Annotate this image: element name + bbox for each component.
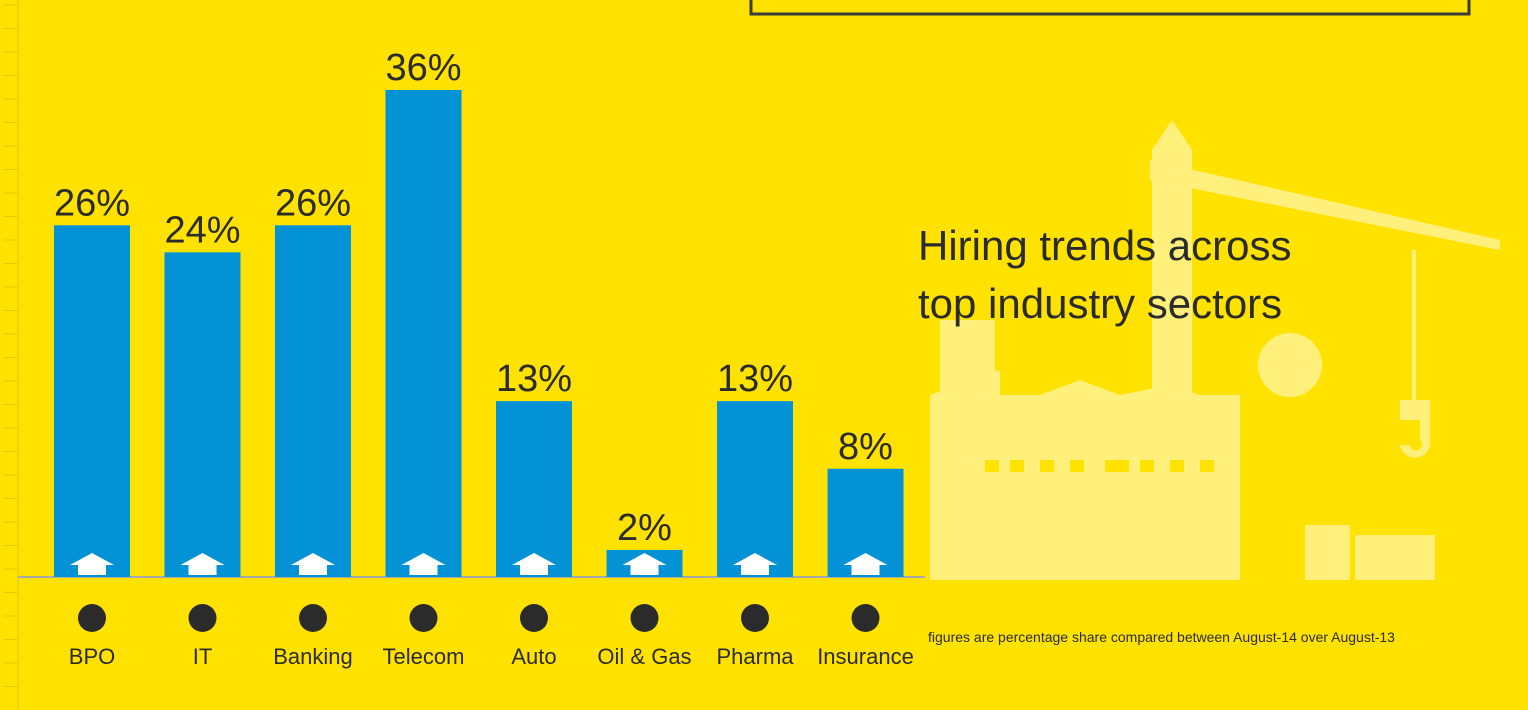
value-label: 36%: [385, 47, 461, 89]
title-line: top industry sectors: [918, 280, 1282, 327]
x-tick-label: Auto: [511, 644, 556, 669]
arrow-icon: [733, 553, 777, 575]
x-tick-label: Banking: [273, 644, 353, 669]
x-tick-label: BPO: [69, 644, 115, 669]
sector-icon: [409, 604, 438, 632]
bar: [54, 225, 130, 577]
sector-icon: [851, 604, 880, 632]
bar: [275, 225, 351, 577]
x-tick-label: Oil & Gas: [597, 644, 691, 669]
bar: [496, 401, 572, 577]
top-frame: [749, 0, 1471, 16]
x-tick-label: IT: [193, 644, 213, 669]
value-label: 26%: [275, 182, 351, 224]
sector-icon: [188, 604, 217, 632]
value-label: 8%: [838, 426, 893, 468]
x-tick-label: Telecom: [383, 644, 465, 669]
sector-icon: [78, 604, 106, 632]
value-label: 13%: [496, 358, 572, 400]
window-pattern: [985, 460, 1214, 472]
value-label: 26%: [54, 182, 130, 224]
sector-icon: [299, 604, 327, 632]
arrow-icon: [512, 553, 556, 575]
arrow-icon: [843, 553, 888, 575]
arrow-icon: [401, 553, 446, 575]
bar: [717, 401, 793, 577]
title-line: Hiring trends across: [918, 222, 1291, 269]
arrow-icon: [622, 553, 667, 575]
bar: [164, 252, 241, 578]
sector-icon: [630, 604, 659, 632]
x-tick-label: Pharma: [716, 644, 794, 669]
x-tick-label: Insurance: [817, 644, 914, 669]
chart-title: Hiring trends across top industry sectors: [918, 222, 1291, 327]
arrow-icon: [180, 553, 225, 575]
value-label: 13%: [717, 358, 793, 400]
value-label: 24%: [164, 209, 240, 251]
value-label: 2%: [617, 507, 672, 549]
footnote: figures are percentage share compared be…: [928, 629, 1395, 645]
industry-illustration: [930, 120, 1500, 580]
sector-icon: [520, 604, 548, 632]
arrow-icon: [70, 553, 114, 575]
bar: [385, 90, 462, 577]
sector-icon: [741, 604, 769, 632]
arrow-icon: [291, 553, 335, 575]
